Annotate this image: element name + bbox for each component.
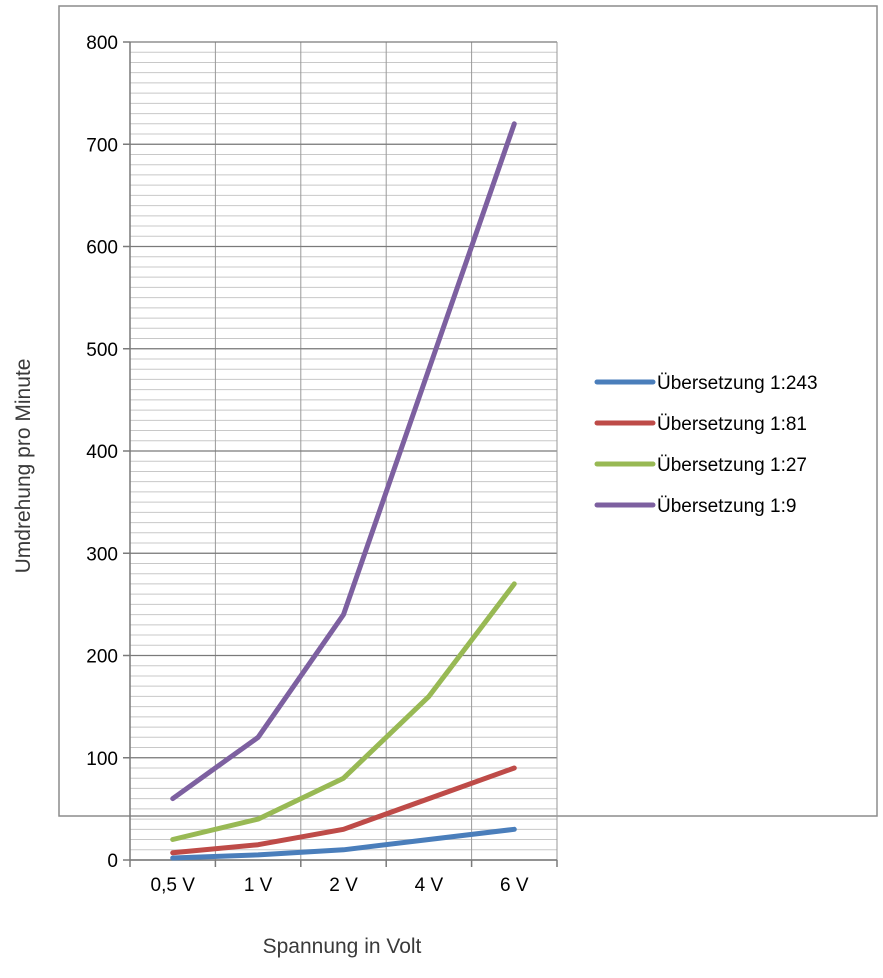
legend-label: Übersetzung 1:9: [657, 496, 796, 517]
series-line-1: [170, 826, 517, 861]
x-tick-label: 6 V: [500, 875, 529, 896]
series-line-3: [170, 581, 517, 842]
x-tick-label: 1 V: [244, 875, 273, 896]
x-tick-label: 4 V: [415, 875, 444, 896]
x-tick-label: 2 V: [329, 875, 358, 896]
x-tick-labels: 0,5 V 1 V 2 V 4 V 6 V: [151, 875, 529, 896]
axes: [123, 41, 558, 867]
y-tick-label: 800: [86, 33, 118, 54]
y-axis-title: Umdrehung pro Minute: [12, 359, 35, 574]
chart-frame: [58, 5, 878, 817]
series-line-2: [170, 765, 517, 856]
legend-label: Übersetzung 1:81: [657, 414, 807, 435]
y-tick-label: 400: [86, 442, 118, 463]
legend-label: Übersetzung 1:27: [657, 455, 807, 476]
y-tick-label: 700: [86, 135, 118, 156]
series-lines: [170, 121, 517, 861]
y-tick-labels: 0 100 200 300 400 500 600 700 800: [86, 33, 118, 872]
y-tick-label: 500: [86, 340, 118, 361]
legend: Übersetzung 1:243 Übersetzung 1:81 Überset…: [594, 373, 818, 517]
y-tick-label: 600: [86, 238, 118, 259]
y-tick-label: 300: [86, 544, 118, 565]
x-axis-title: Spannung in Volt: [263, 935, 422, 958]
x-tick-label: 0,5 V: [151, 875, 196, 896]
series-line-4: [170, 121, 517, 802]
y-tick-label: 200: [86, 647, 118, 668]
gridlines: [130, 41, 558, 861]
legend-label: Übersetzung 1:243: [657, 373, 818, 394]
y-tick-label: 100: [86, 749, 118, 770]
y-tick-label: 0: [107, 851, 118, 872]
